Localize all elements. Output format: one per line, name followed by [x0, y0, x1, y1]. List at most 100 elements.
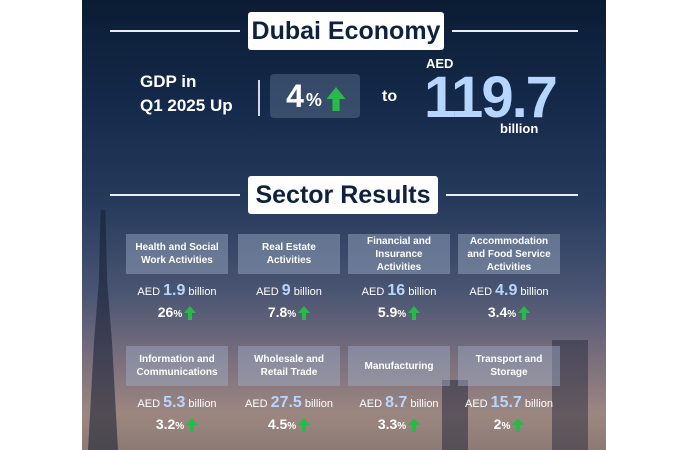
sector-growth-value: 3.4 — [487, 304, 508, 320]
sector-growth-value: 5.9 — [377, 304, 398, 320]
gdp-value: 119.7 — [424, 65, 558, 130]
sector-rule-left — [110, 194, 240, 196]
sector-growth-value: 3.2 — [155, 416, 176, 432]
sector-card: Health and Social Work Activities AED 1.9… — [126, 234, 228, 334]
skyline-tower-silhouette — [88, 210, 118, 450]
sector-amount: 1.9 — [163, 282, 186, 299]
sector-growth-unit: % — [175, 421, 185, 432]
gdp-to-text: to — [382, 88, 398, 105]
sector-value: AED 5.3 billion — [126, 394, 228, 412]
sector-currency: AED — [244, 398, 268, 410]
sector-currency: AED — [464, 398, 488, 410]
sector-currency: AED — [361, 286, 385, 298]
sector-amount: 8.7 — [385, 394, 408, 411]
sector-card: Wholesale and Retail Trade AED 27.5 billi… — [238, 346, 340, 446]
sector-name: Real Estate Activities — [238, 234, 340, 274]
sector-growth-unit: % — [287, 309, 297, 320]
sector-results-title: Sector Results — [248, 176, 438, 214]
header-rule-right — [452, 30, 578, 32]
sector-card: Accommodation and Food Service Activitie… — [458, 234, 560, 334]
sector-unit: billion — [520, 286, 549, 298]
up-arrow-icon — [298, 306, 311, 320]
up-arrow-icon — [408, 418, 421, 432]
infographic-canvas: Dubai Economy GDP in Q1 2025 Up 4 % to A… — [82, 0, 606, 450]
sector-amount: 27.5 — [270, 394, 302, 411]
sector-card: Information and Communications AED 5.3 bi… — [126, 346, 228, 446]
sector-currency: AED — [256, 286, 279, 298]
sector-growth: 2% — [458, 416, 560, 432]
sector-growth-value: 4.5 — [267, 416, 288, 432]
skyline-building-silhouette — [442, 380, 468, 450]
sector-name: Wholesale and Retail Trade — [238, 346, 340, 386]
sector-currency: AED — [359, 398, 383, 410]
sector-value: AED 15.7 billion — [458, 394, 560, 412]
up-arrow-icon — [408, 306, 421, 320]
sector-card: Manufacturing AED 8.7 billion 3.3% — [348, 346, 450, 446]
header-rule-left — [110, 30, 240, 32]
gdp-growth-unit: % — [305, 89, 322, 110]
sector-unit: billion — [188, 398, 217, 410]
skyline-building-silhouette — [552, 340, 588, 450]
sector-unit: billion — [408, 286, 437, 298]
gdp-divider — [258, 80, 260, 116]
up-arrow-icon — [518, 306, 531, 320]
up-arrow-icon — [326, 87, 346, 111]
sector-growth-unit: % — [173, 309, 183, 320]
gdp-label: GDP in Q1 2025 Up — [140, 70, 260, 118]
sector-name: Transport and Storage — [458, 346, 560, 386]
sector-currency: AED — [137, 398, 161, 410]
sector-growth: 3.4% — [458, 304, 560, 320]
gdp-currency: AED — [426, 56, 454, 71]
sector-growth: 3.2% — [126, 416, 228, 432]
sector-value: AED 16 billion — [348, 282, 450, 300]
sector-unit: billion — [410, 398, 439, 410]
sector-value: AED 27.5 billion — [238, 394, 340, 412]
gdp-unit: billion — [500, 121, 539, 136]
up-arrow-icon — [184, 306, 197, 320]
gdp-label-line2: Q1 2025 Up — [140, 96, 233, 115]
sector-name: Information and Communications — [126, 346, 228, 386]
sector-unit: billion — [524, 398, 554, 410]
sector-value: AED 4.9 billion — [458, 282, 560, 300]
sector-card: Financial and Insurance Activities AED 16… — [348, 234, 450, 334]
sector-unit: billion — [304, 398, 334, 410]
sector-growth-value: 3.3 — [377, 416, 398, 432]
sector-card: Real Estate Activities AED 9 billion 7.8% — [238, 234, 340, 334]
sector-currency: AED — [137, 286, 161, 298]
sector-rule-right — [446, 194, 578, 196]
sector-growth-unit: % — [397, 309, 407, 320]
up-arrow-icon — [512, 418, 525, 432]
sector-growth-value: 2 — [493, 416, 502, 432]
sector-growth-unit: % — [287, 421, 297, 432]
sector-growth-unit: % — [507, 309, 517, 320]
sector-value: AED 8.7 billion — [348, 394, 450, 412]
sector-card: Transport and Storage AED 15.7 billion 2% — [458, 346, 560, 446]
gdp-growth-value: 4 — [286, 77, 304, 114]
sector-growth: 5.9% — [348, 304, 450, 320]
sector-name: Financial and Insurance Activities — [348, 234, 450, 274]
gdp-label-line1: GDP in — [140, 72, 197, 91]
sector-growth-unit: % — [397, 421, 407, 432]
sector-growth-unit: % — [501, 421, 511, 432]
sector-currency: AED — [469, 286, 493, 298]
sector-name: Accommodation and Food Service Activitie… — [458, 234, 560, 274]
sector-growth: 4.5% — [238, 416, 340, 432]
sector-growth-value: 7.8 — [267, 304, 288, 320]
up-arrow-icon — [186, 418, 199, 432]
sector-amount: 9 — [281, 282, 291, 299]
sector-amount: 15.7 — [490, 394, 522, 411]
sector-amount: 5.3 — [163, 394, 186, 411]
page-title: Dubai Economy — [248, 12, 444, 50]
sector-growth: 3.3% — [348, 416, 450, 432]
sector-growth: 26% — [126, 304, 228, 320]
up-arrow-icon — [298, 418, 311, 432]
sector-name: Health and Social Work Activities — [126, 234, 228, 274]
sector-unit: billion — [293, 286, 322, 298]
sector-unit: billion — [188, 286, 217, 298]
gdp-growth-badge: 4 % — [270, 74, 360, 118]
sector-amount: 16 — [387, 282, 406, 299]
sector-value: AED 1.9 billion — [126, 282, 228, 300]
sector-growth-value: 26 — [157, 304, 174, 320]
sector-growth: 7.8% — [238, 304, 340, 320]
sector-name: Manufacturing — [348, 346, 450, 386]
